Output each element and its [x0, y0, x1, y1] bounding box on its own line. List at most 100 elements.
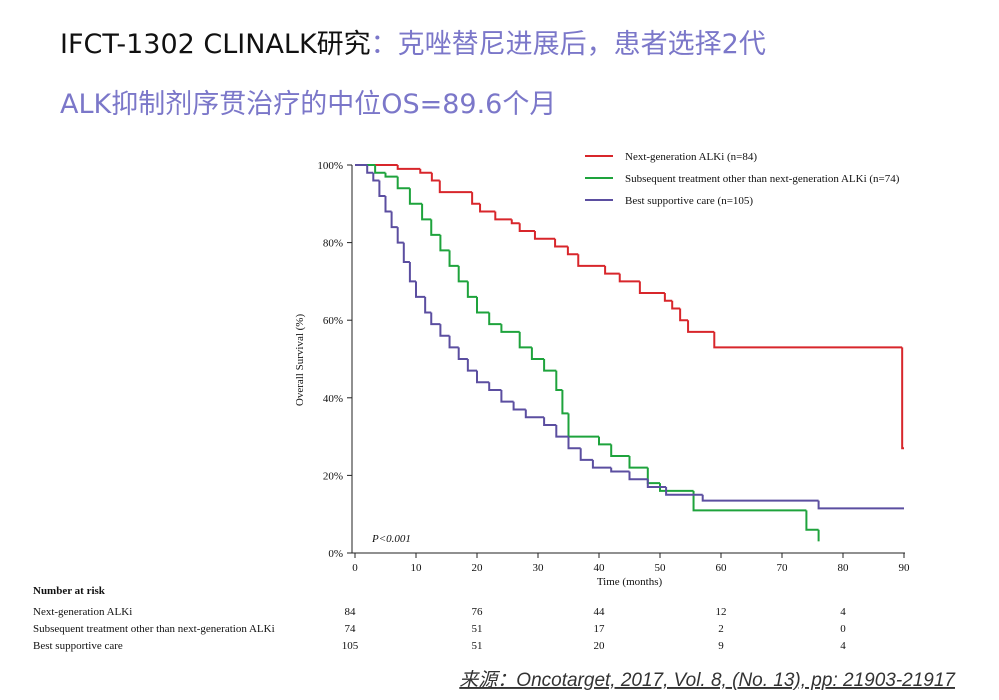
- title-line1: IFCT-1302 CLINALK研究：克唑替尼进展后，患者选择2代: [60, 29, 766, 60]
- risk-count: 4: [840, 640, 846, 652]
- survival-step: [567, 436, 581, 450]
- x-tick-label: 70: [777, 562, 789, 574]
- x-tick-label: 10: [411, 562, 423, 574]
- survival-step: [518, 223, 535, 232]
- survival-step: [598, 436, 612, 446]
- risk-count: 44: [594, 606, 606, 618]
- survival-step: [628, 471, 648, 481]
- legend-label: Subsequent treatment other than next-gen…: [625, 173, 900, 185]
- x-axis-label: Time (months): [597, 576, 663, 588]
- x-tick-label: 50: [655, 562, 667, 574]
- survival-step: [555, 370, 563, 392]
- risk-count: 20: [594, 640, 606, 652]
- survival-step: [488, 312, 502, 326]
- survival-step: [618, 273, 640, 283]
- risk-row-label: Subsequent treatment other than next-gen…: [33, 623, 275, 635]
- survival-step: [378, 180, 386, 198]
- survival-step: [457, 265, 468, 283]
- survival-step: [402, 242, 410, 263]
- survival-step: [510, 219, 520, 225]
- risk-count: 2: [718, 623, 724, 635]
- title-line2: ALK抑制剂序贯治疗的中位OS=89.6个月: [60, 89, 556, 120]
- y-tick-label: 100%: [317, 160, 343, 172]
- survival-step: [610, 467, 630, 473]
- risk-count: 17: [594, 623, 606, 635]
- survival-step: [579, 448, 593, 461]
- survival-step: [415, 281, 426, 298]
- risk-count: 74: [345, 623, 357, 635]
- survival-step: [901, 347, 904, 450]
- survival-step: [488, 382, 502, 392]
- survival-step: [500, 390, 514, 403]
- survival-step: [567, 413, 599, 438]
- survival-step: [430, 172, 440, 182]
- survival-step: [701, 494, 813, 502]
- survival-step: [604, 265, 620, 275]
- survival-step: [430, 219, 441, 236]
- survival-step: [518, 331, 532, 349]
- survival-step: [438, 180, 473, 194]
- survival-step: [646, 479, 667, 489]
- x-tick-label: 20: [472, 562, 484, 574]
- survival-step: [439, 234, 450, 252]
- survival-step: [384, 172, 398, 178]
- survival-step: [466, 281, 477, 298]
- survival-step: [817, 500, 904, 510]
- risk-count: 51: [472, 640, 483, 652]
- survival-step: [396, 176, 410, 190]
- risk-count: 105: [342, 640, 359, 652]
- survival-step: [805, 510, 819, 531]
- survival-step: [448, 335, 459, 349]
- title-segment: ：克唑替尼进展后，患者选择2代: [371, 29, 766, 60]
- survival-step: [421, 203, 432, 221]
- survival-step: [530, 347, 545, 360]
- risk-title: Number at risk: [33, 585, 106, 597]
- survival-step: [408, 262, 416, 283]
- legend-label: Next-generation ALKi (n=84): [625, 151, 757, 163]
- survival-step: [479, 203, 496, 213]
- survival-step: [494, 211, 512, 221]
- x-tick-label: 80: [838, 562, 850, 574]
- km-chart: 0%20%40%60%80%100%0 10 20 30 40 50 60 70 80 90Tim…: [33, 151, 910, 652]
- survival-step: [713, 331, 903, 349]
- x-tick-label: 90: [899, 562, 911, 574]
- survival-step: [665, 487, 703, 496]
- survival-step: [424, 296, 432, 314]
- survival-step: [692, 490, 807, 512]
- survival-step: [687, 320, 715, 333]
- survival-step: [663, 293, 673, 302]
- annotation: P<0.001: [371, 533, 411, 545]
- source: 来源：Oncotarget, 2017, Vol. 8, (No. 13), p…: [459, 670, 956, 691]
- risk-row-label: Next-generation ALKi: [33, 606, 132, 618]
- title-segment: IFCT-1302 CLINALK研究: [60, 29, 371, 60]
- survival-step: [366, 165, 374, 174]
- risk-count: 0: [840, 623, 846, 635]
- survival-step: [638, 281, 665, 295]
- survival-step: [476, 296, 490, 314]
- y-axis-label: Overall Survival (%): [294, 314, 306, 407]
- x-tick-label: 30: [533, 562, 545, 574]
- survival-step: [408, 188, 423, 205]
- survival-step: [384, 196, 392, 213]
- survival-step: [591, 459, 612, 469]
- survival-step: [466, 359, 477, 372]
- survival-step: [561, 390, 569, 415]
- legend-label: Best supportive care (n=105): [625, 195, 753, 207]
- survival-step: [419, 168, 432, 174]
- survival-step: [396, 165, 421, 170]
- survival-step: [554, 238, 568, 248]
- survival-step: [566, 246, 579, 256]
- risk-count: 12: [716, 606, 727, 618]
- risk-count: 51: [472, 623, 483, 635]
- y-tick-label: 80%: [323, 238, 343, 250]
- survival-step: [372, 172, 380, 182]
- survival-step: [524, 409, 545, 419]
- survival-step: [512, 401, 526, 411]
- survival-step: [471, 192, 481, 205]
- y-tick-label: 60%: [323, 315, 343, 327]
- survival-step: [390, 211, 398, 229]
- x-tick-label: 60: [716, 562, 728, 574]
- survival-step: [430, 312, 441, 326]
